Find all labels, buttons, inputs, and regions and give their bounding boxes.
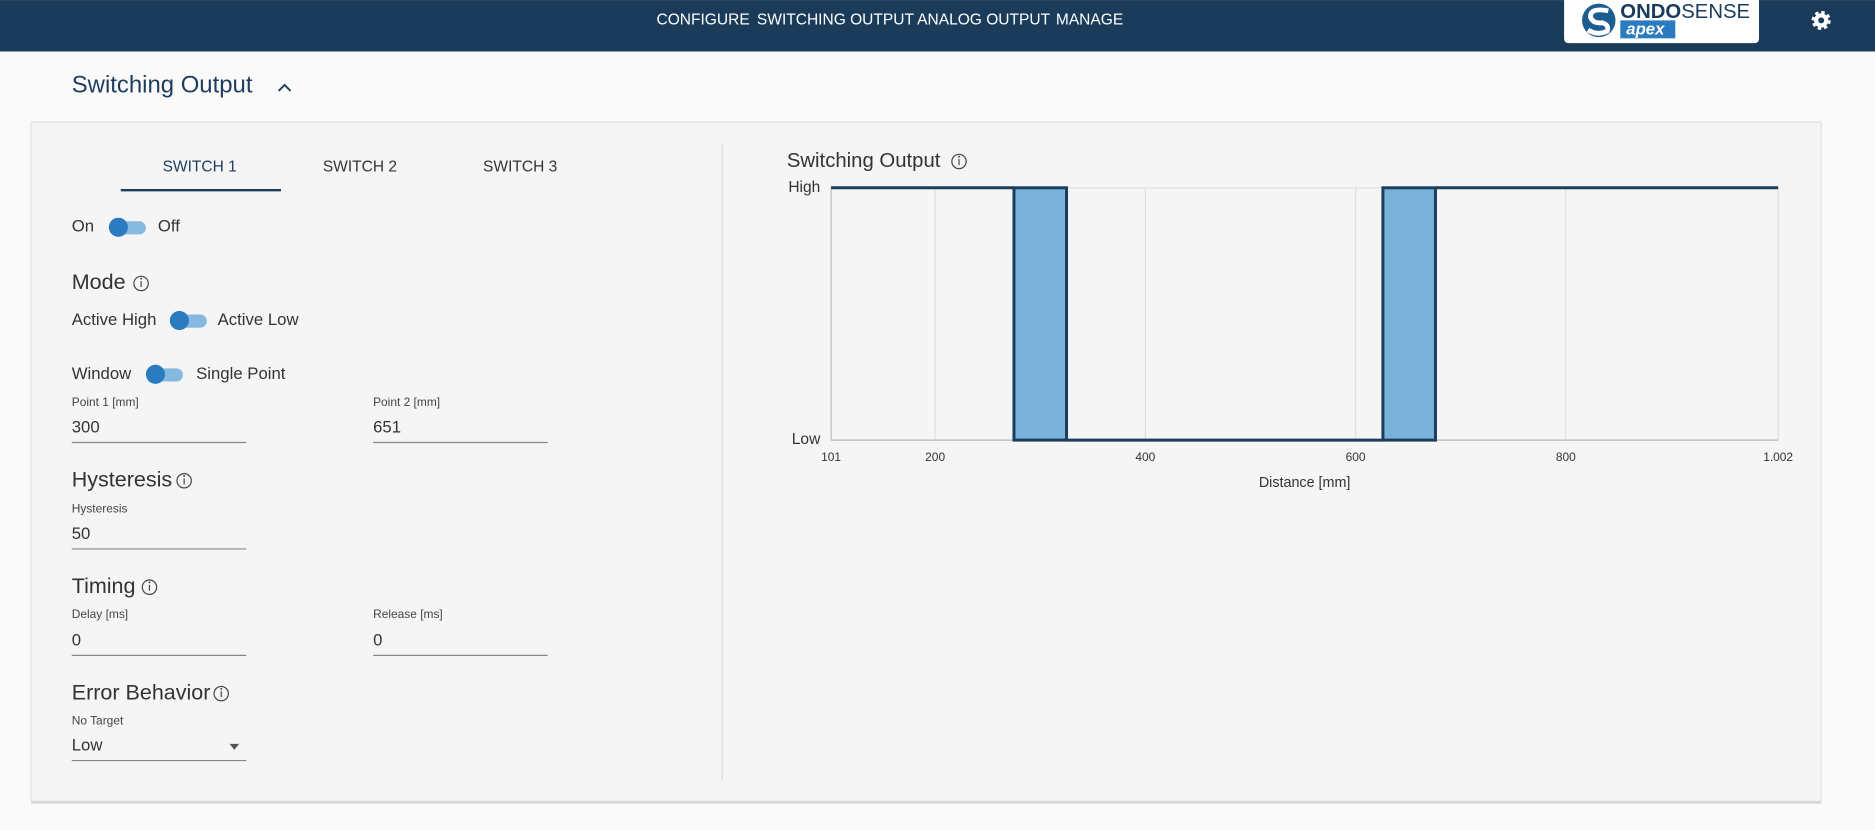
logo-text: ONDOSENSE (1620, 2, 1750, 24)
field-value[interactable]: 300 (72, 418, 100, 437)
heading: Hysteresis (72, 467, 172, 491)
nav-item[interactable]: CONFIGURE (656, 11, 749, 28)
info-dot (148, 581, 151, 584)
select-arrow[interactable] (229, 743, 240, 750)
field-label: Delay [ms] (72, 607, 128, 621)
nav-item[interactable]: ANALOG OUTPUT (917, 11, 1050, 28)
toggle-label: Active High (72, 310, 157, 329)
info-dot (183, 475, 186, 477)
x-tick-label: 1.002 (1763, 450, 1793, 464)
heading: Mode (72, 270, 126, 294)
x-tick-label: 400 (1135, 450, 1155, 464)
info-dot (140, 277, 143, 280)
info-circle (141, 579, 158, 595)
toggle-label: On (72, 217, 94, 236)
info-icon[interactable] (213, 685, 229, 702)
x-tick-label: 101 (821, 450, 841, 464)
heading: Timing (72, 574, 136, 598)
info-icon[interactable] (133, 275, 149, 292)
toggle-label: Active Low (218, 310, 300, 329)
field-value[interactable]: 0 (373, 630, 382, 649)
info-circle (213, 685, 229, 702)
logo-mark (1586, 7, 1611, 36)
logo-sub: apex (1626, 19, 1665, 38)
info-icon[interactable] (141, 579, 158, 595)
info-icon[interactable] (951, 153, 967, 170)
heading: Error Behavior (72, 680, 211, 704)
toggle-knob[interactable] (145, 364, 166, 384)
info-dot (220, 687, 223, 690)
section-title: Switching Output (72, 71, 253, 98)
settings-icon[interactable] (1811, 10, 1831, 30)
y-tick-label: High (788, 179, 820, 196)
x-tick-label: 200 (925, 450, 945, 464)
y-tick-label: Low (792, 431, 821, 448)
toggle-label: Window (72, 364, 132, 383)
logo-sub-bg (1620, 20, 1676, 39)
x-axis-label: Distance [mm] (1259, 475, 1351, 491)
field-value[interactable]: 651 (373, 418, 401, 437)
field-label: No Target (72, 713, 124, 727)
logo-text: SENSE (1681, 2, 1750, 24)
info-circle (133, 275, 149, 292)
toggle-knob[interactable] (108, 217, 128, 237)
hysteresis-band (1012, 186, 1069, 442)
field-label: Point 1 [mm] (72, 395, 139, 409)
info-circle (176, 472, 192, 489)
select-value[interactable]: Low (72, 736, 104, 755)
tab[interactable]: SWITCH 3 (483, 159, 557, 176)
collapse-icon[interactable] (277, 83, 292, 92)
tab[interactable]: SWITCH 1 (163, 159, 237, 176)
field-value[interactable]: 50 (72, 524, 91, 543)
signal-line (831, 186, 1779, 442)
info-circle (951, 153, 967, 170)
x-tick-label: 800 (1556, 450, 1576, 464)
nav-item[interactable]: MANAGE (1056, 11, 1123, 28)
x-tick-label: 600 (1346, 450, 1366, 464)
toggle-knob[interactable] (169, 310, 189, 331)
info-dot (958, 155, 960, 158)
plot: 101 200 400 600 800 1.002 Low High (788, 179, 1793, 464)
nav-item[interactable]: SWITCHING OUTPUT (757, 11, 915, 28)
logo-text: ONDO (1620, 2, 1681, 24)
toggle-label: Single Point (196, 364, 286, 383)
field-label: Point 2 [mm] (373, 395, 440, 409)
field-value[interactable]: 0 (72, 630, 81, 649)
field-label: Hysteresis (72, 502, 128, 516)
card (30, 121, 1822, 802)
tab[interactable]: SWITCH 2 (323, 159, 397, 176)
gear-hole (1818, 17, 1825, 24)
field-label: Release [ms] (373, 607, 443, 621)
nav-bar (0, 0, 1875, 52)
chart-title: Switching Output (787, 150, 941, 172)
info-icon[interactable] (176, 472, 192, 489)
hysteresis-band (1381, 186, 1437, 442)
toggle-label: Off (158, 217, 180, 236)
